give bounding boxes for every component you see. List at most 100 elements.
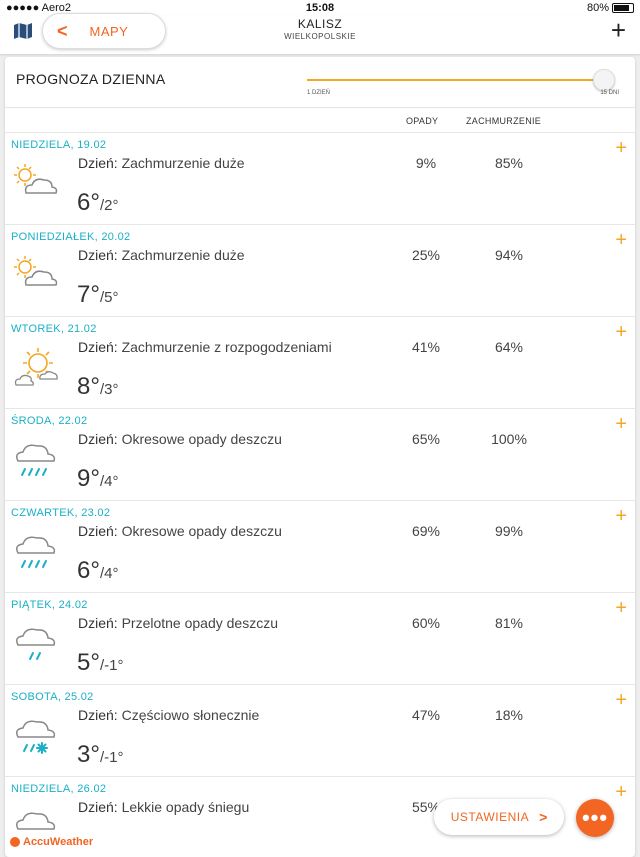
carrier: ●●●●● Aero2 [6, 2, 72, 14]
city-name: KALISZ [297, 17, 343, 31]
forecast-description: Dzień: Okresowe opady deszczu [78, 431, 282, 447]
battery-percent: 80% [586, 2, 609, 14]
settings-label: USTAWIENIA [450, 810, 530, 824]
day-label: Dzień: [78, 615, 118, 631]
precip-value: 65% [411, 431, 441, 447]
more-options-button[interactable]: ••• [576, 799, 614, 837]
day-label: Dzień: [78, 799, 118, 815]
expand-plus-icon[interactable]: + [615, 413, 627, 435]
temp-low: /4° [99, 565, 119, 582]
chevron-left-icon: < [57, 20, 68, 41]
temp-high: 6° [77, 557, 100, 584]
forecast-date: WTOREK, 21.02 [11, 323, 97, 335]
cloud-icon [10, 805, 60, 851]
forecast-row[interactable]: NIEDZIELA, 19.02 Dzień: Zachmurzenie duże… [5, 132, 635, 224]
map-icon[interactable] [13, 22, 33, 40]
day-label: Dzień: [78, 247, 118, 263]
expand-plus-icon[interactable]: + [615, 781, 627, 803]
cloud-value: 18% [494, 707, 524, 723]
forecast-row[interactable]: PONIEDZIAŁEK, 20.02 Dzień: Zachmurzenie d… [5, 224, 635, 316]
forecast-date: NIEDZIELA, 26.02 [11, 783, 107, 795]
condition-text: Okresowe opady deszczu [121, 431, 282, 447]
forecast-description: Dzień: Zachmurzenie duże [78, 247, 245, 263]
column-header-cloud: ZACHMURZENIE [466, 116, 542, 126]
cloud-value: 99% [494, 523, 524, 539]
expand-plus-icon[interactable]: + [615, 505, 627, 527]
temp-low: /-1° [99, 657, 124, 674]
temperature: 9°/4° [77, 465, 118, 493]
forecast-row[interactable]: SOBOTA, 25.02 Dzień: Częściowo słonecznie… [5, 684, 635, 776]
sun-with-clouds-icon [10, 345, 60, 391]
forecast-date: CZWARTEK, 23.02 [11, 507, 111, 519]
temperature: 5°/-1° [77, 649, 123, 677]
forecast-description: Dzień: Lekkie opady śniegu [78, 799, 249, 815]
range-slider[interactable]: 1 DZIEŃ 15 DNI [307, 69, 619, 101]
forecast-date: ŚRODA, 22.02 [11, 415, 88, 427]
temperature: 6°/4° [77, 557, 118, 585]
forecast-list: NIEDZIELA, 19.02 Dzień: Zachmurzenie duże… [5, 132, 635, 857]
temp-high: 3° [77, 741, 100, 768]
temp-low: /3° [99, 381, 119, 398]
forecast-row[interactable]: WTOREK, 21.02 Dzień: Zachmurzenie z rozpo… [5, 316, 635, 408]
forecast-date: NIEDZIELA, 19.02 [11, 139, 107, 151]
settings-button[interactable]: USTAWIENIA > [434, 799, 564, 835]
cloud-value: 100% [491, 431, 527, 447]
temp-low: /5° [99, 289, 119, 306]
cloud-value: 85% [494, 155, 524, 171]
day-label: Dzień: [78, 431, 118, 447]
condition-text: Przelotne opady deszczu [121, 615, 279, 631]
forecast-date: SOBOTA, 25.02 [11, 691, 94, 703]
slider-knob[interactable] [593, 69, 615, 91]
back-label: MAPY [89, 23, 129, 39]
status-bar: ●●●●● Aero2 15:08 80% [0, 0, 640, 16]
forecast-date: PONIEDZIAŁEK, 20.02 [11, 231, 131, 243]
precip-value: 25% [411, 247, 441, 263]
sun-logo-icon [10, 837, 20, 847]
expand-plus-icon[interactable]: + [615, 321, 627, 343]
expand-plus-icon[interactable]: + [615, 137, 627, 159]
slider-max-label: 15 DNI [600, 90, 619, 96]
condition-text: Zachmurzenie duże [121, 155, 245, 171]
add-location-button[interactable]: + [610, 15, 626, 45]
forecast-row[interactable]: NIEDZIELA, 26.02 Dzień: Lekkie opady śnie… [5, 776, 635, 857]
partly-cloudy-sun-icon [10, 253, 60, 299]
clock: 15:08 [305, 2, 335, 14]
card-title: PROGNOZA DZIENNA [16, 71, 166, 87]
day-label: Dzień: [78, 707, 118, 723]
heavy-rain-icon [10, 437, 60, 483]
temp-high: 6° [77, 189, 100, 216]
accuweather-logo: AccuWeather [10, 836, 93, 848]
battery-icon [612, 3, 634, 13]
precip-value: 47% [411, 707, 441, 723]
condition-text: Lekkie opady śniegu [121, 799, 250, 815]
slider-track [307, 79, 605, 81]
slider-min-label: 1 DZIEŃ [307, 90, 331, 96]
partly-cloudy-sun-icon [10, 161, 60, 207]
forecast-row[interactable]: PIĄTEK, 24.02 Dzień: Przelotne opady desz… [5, 592, 635, 684]
temp-low: /4° [99, 473, 119, 490]
location-title: KALISZ WIELKOPOLSKIE [0, 17, 640, 41]
heavy-rain-icon [10, 529, 60, 575]
brand-name: AccuWeather [23, 836, 94, 848]
expand-plus-icon[interactable]: + [615, 597, 627, 619]
forecast-row[interactable]: CZWARTEK, 23.02 Dzień: Okresowe opady des… [5, 500, 635, 592]
region-name: WIELKOPOLSKIE [284, 32, 356, 41]
expand-plus-icon[interactable]: + [615, 229, 627, 251]
back-to-maps-button[interactable]: < MAPY [42, 13, 166, 49]
rain-snow-icon [10, 713, 60, 759]
temp-high: 7° [77, 281, 100, 308]
column-header-precip: OPADY [406, 116, 439, 126]
temperature: 3°/-1° [77, 741, 123, 769]
condition-text: Zachmurzenie z rozpogodzeniami [121, 339, 332, 355]
forecast-description: Dzień: Zachmurzenie z rozpogodzeniami [78, 339, 332, 355]
cloud-value: 94% [494, 247, 524, 263]
forecast-row[interactable]: ŚRODA, 22.02 Dzień: Okresowe opady deszcz… [5, 408, 635, 500]
day-label: Dzień: [78, 523, 118, 539]
precip-value: 41% [411, 339, 441, 355]
forecast-description: Dzień: Okresowe opady deszczu [78, 523, 282, 539]
divider [5, 107, 635, 108]
temperature: 8°/3° [77, 373, 118, 401]
expand-plus-icon[interactable]: + [615, 689, 627, 711]
temp-low: /-1° [99, 749, 124, 766]
precip-value: 69% [411, 523, 441, 539]
